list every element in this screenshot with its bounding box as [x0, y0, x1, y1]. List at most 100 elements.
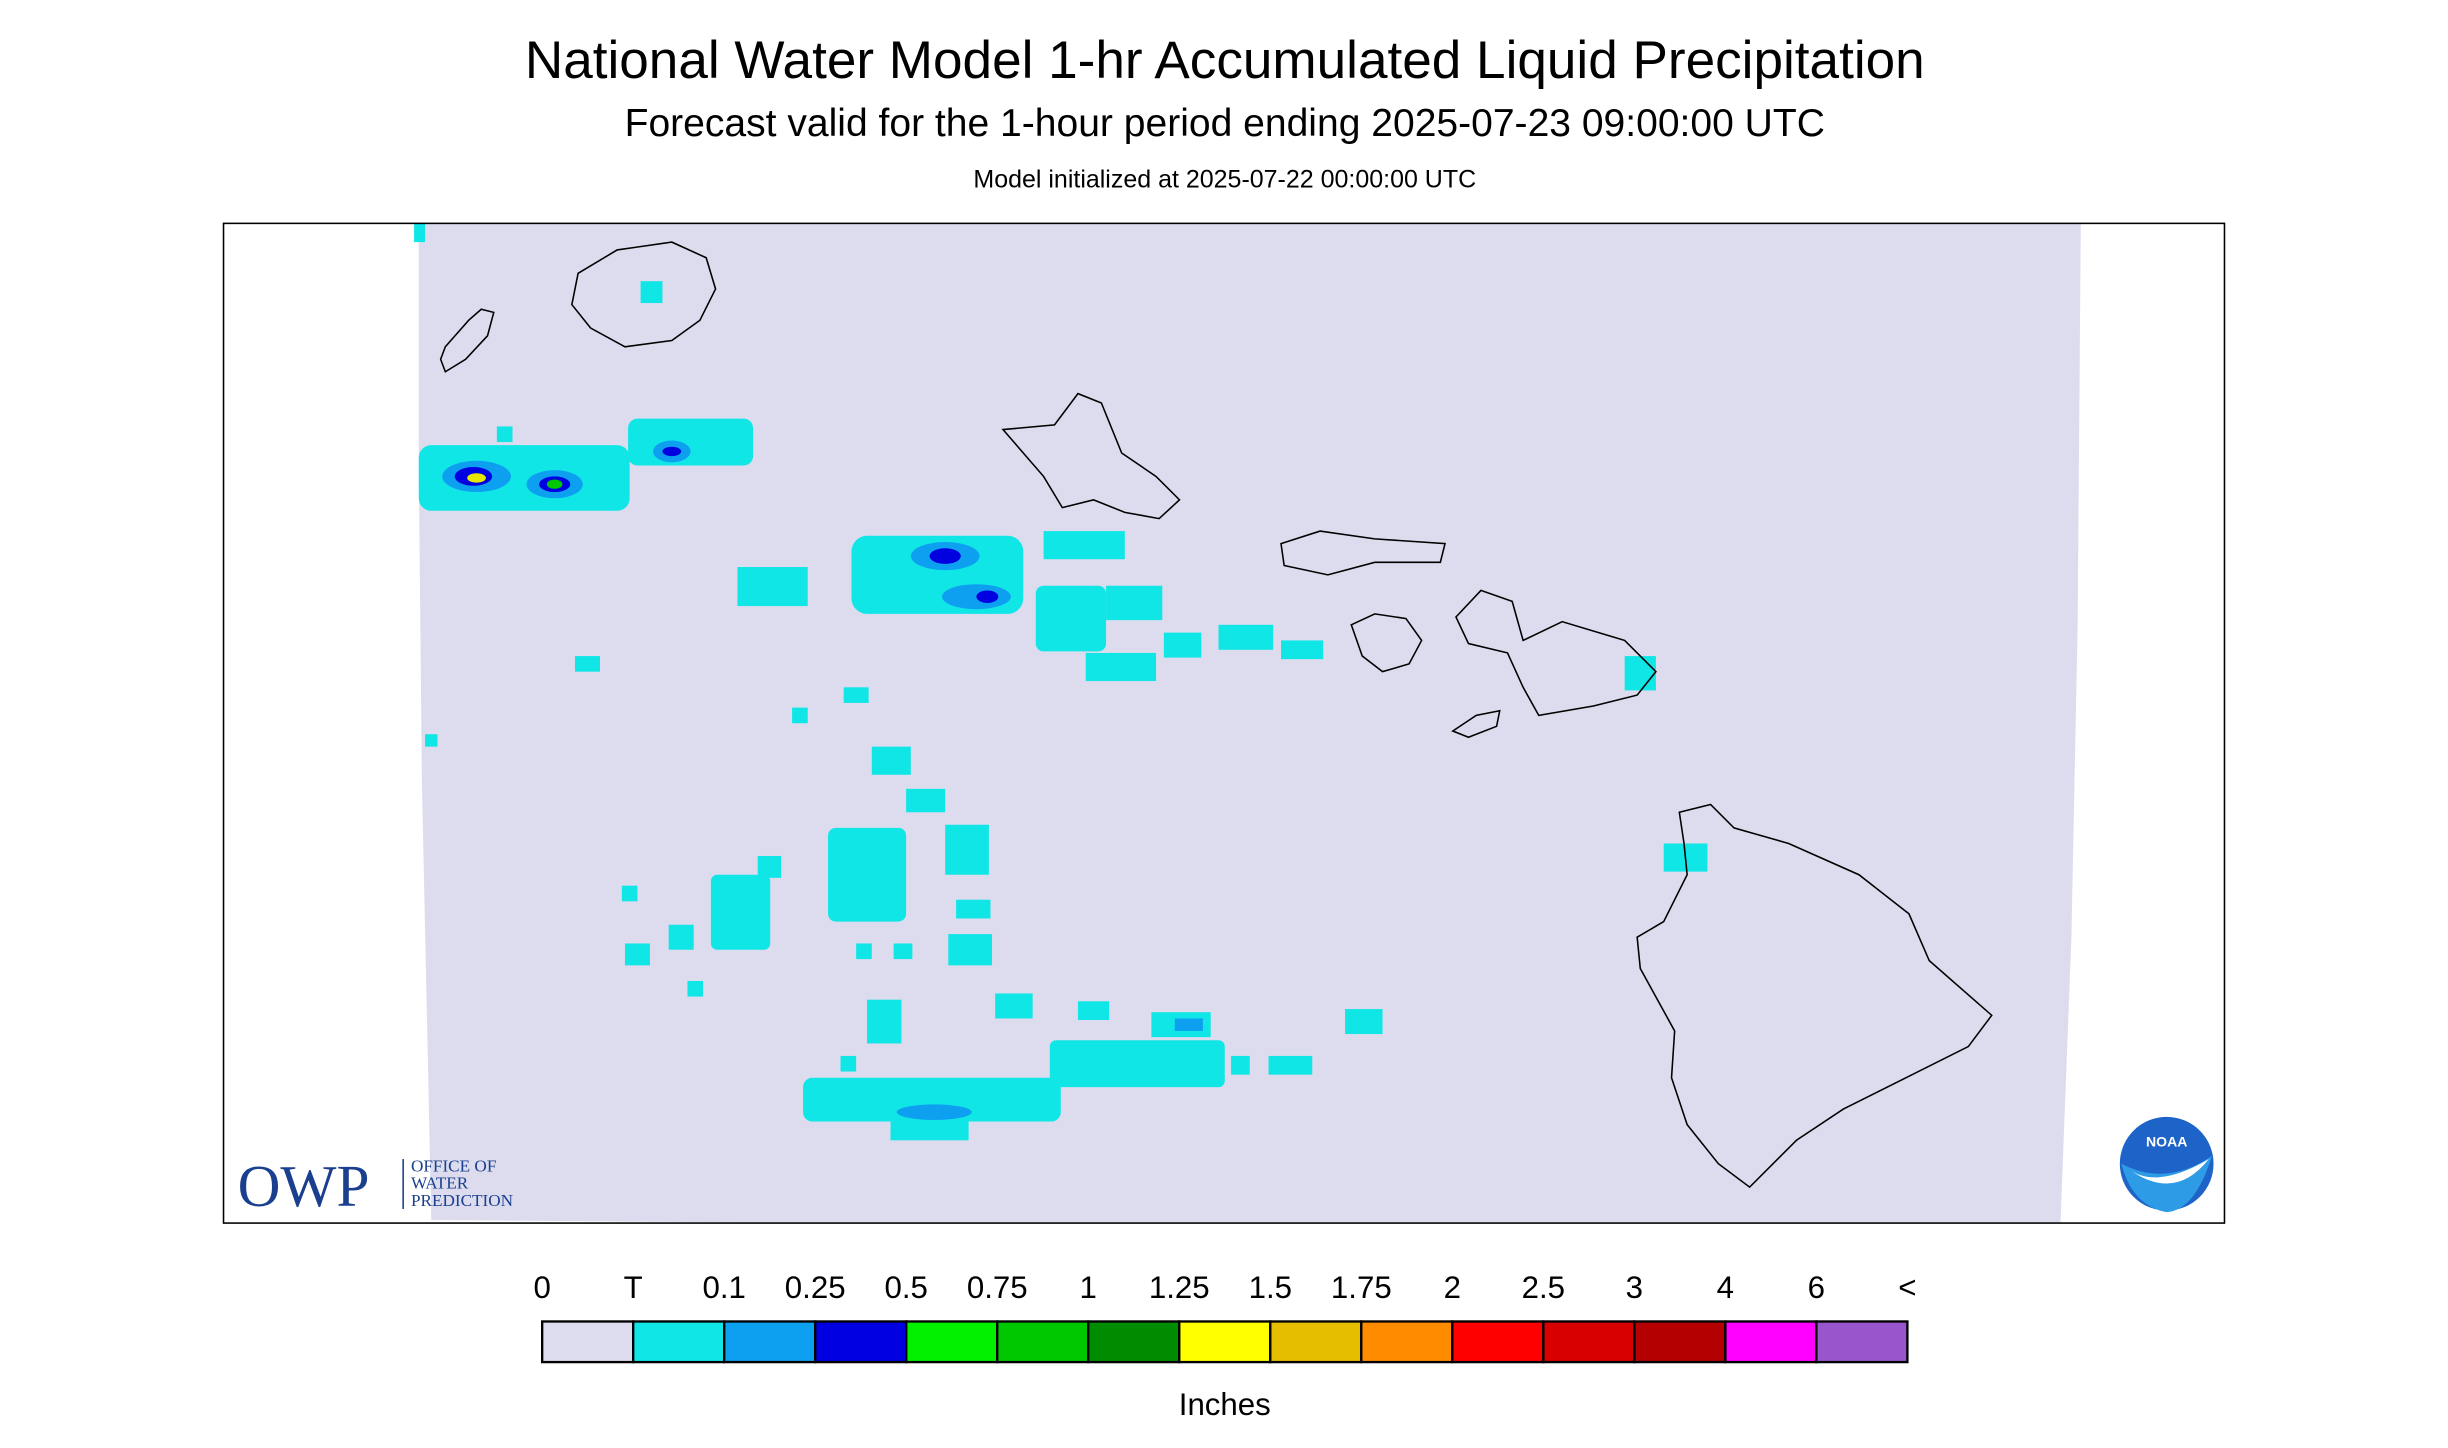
legend-swatch [996, 1320, 1090, 1364]
legend-label: 2 [1444, 1270, 1461, 1305]
island-maui [1455, 589, 1657, 717]
precip [1077, 1001, 1110, 1021]
title: National Water Model 1-hr Accumulated Li… [525, 31, 1925, 90]
precip [467, 473, 486, 483]
legend-label: 0 [533, 1270, 550, 1305]
subtitle: Forecast valid for the 1-hour period end… [625, 102, 1825, 145]
precip [906, 788, 946, 813]
model-domain [418, 223, 2081, 1224]
precip [1231, 1055, 1250, 1075]
legend-label: < [1898, 1270, 1916, 1305]
map: OWP OFFICE OF WATER PREDICTION NOAA [222, 222, 2226, 1224]
precip [945, 824, 989, 875]
precip [867, 999, 902, 1044]
legend-label: 1.75 [1331, 1270, 1392, 1305]
precip-areas [414, 223, 1708, 1141]
legend-label: 0.25 [785, 1270, 846, 1305]
precip [1035, 585, 1107, 652]
legend-swatch [1269, 1320, 1363, 1364]
island-kauai [571, 241, 717, 348]
precip [1085, 652, 1157, 682]
precip [687, 980, 704, 997]
island-hawaii [1636, 803, 1993, 1189]
owp-logo-text: OWP [238, 1153, 370, 1219]
precip [628, 418, 754, 466]
legend-label: 1.25 [1149, 1270, 1210, 1305]
legend-swatch [1542, 1320, 1636, 1364]
map-frame [222, 222, 2226, 1224]
precip [976, 590, 999, 603]
precip [1281, 640, 1324, 660]
precip [856, 943, 872, 960]
init-note: Model initialized at 2025-07-22 00:00:00… [973, 165, 1476, 193]
island-lanai [1350, 613, 1423, 673]
owp-logo-line: WATER [411, 1174, 469, 1193]
precip [956, 899, 991, 919]
island-molokai [1280, 530, 1447, 576]
legend-label: 3 [1626, 1270, 1643, 1305]
legend-label: T [624, 1270, 643, 1305]
precip [496, 426, 513, 443]
precip [668, 924, 694, 950]
legend-swatch [1724, 1320, 1818, 1364]
precip [640, 281, 663, 304]
precip [414, 223, 426, 243]
precip [792, 707, 808, 724]
legend-swatch [632, 1320, 726, 1364]
legend-label: 2.5 [1522, 1270, 1565, 1305]
legend-swatch [1815, 1320, 1909, 1364]
owp-logo-line: PREDICTION [411, 1191, 513, 1210]
precip [840, 1055, 857, 1072]
legend-label: 1 [1080, 1270, 1097, 1305]
precip [1163, 632, 1202, 658]
precip [1049, 1040, 1225, 1088]
precip [1174, 1018, 1203, 1031]
precip [843, 687, 869, 703]
precip [929, 548, 961, 564]
legend-swatch [1087, 1320, 1181, 1364]
legend-label: 6 [1808, 1270, 1825, 1305]
legend-label: 1.5 [1249, 1270, 1292, 1305]
precip [624, 943, 650, 966]
precip [425, 734, 438, 747]
legend-swatch [1360, 1320, 1454, 1364]
precip [662, 446, 682, 457]
precip [1624, 656, 1656, 691]
owp-logo-line: OFFICE OF [411, 1157, 496, 1176]
precip [948, 934, 993, 966]
legend-swatch [541, 1320, 635, 1364]
precip [1106, 585, 1163, 621]
legend-label: 0.75 [967, 1270, 1028, 1305]
precip [1268, 1055, 1313, 1075]
precip [710, 874, 771, 950]
legend-swatch [1633, 1320, 1727, 1364]
precip [896, 1104, 972, 1120]
precip [1218, 624, 1274, 650]
noaa-logo: NOAA [2116, 1113, 2217, 1214]
precip [621, 885, 638, 902]
precip [1345, 1009, 1383, 1035]
island-kahoolawe [1451, 709, 1501, 739]
legend: 0 T 0.1 0.25 0.5 0.75 1 1.25 1.5 1.75 2 2.5 3 4 6 < [533, 1270, 1917, 1364]
precip [546, 479, 563, 489]
precip [737, 567, 808, 607]
legend-label: 0.1 [702, 1270, 745, 1305]
legend-label: 0.5 [885, 1270, 928, 1305]
precip [1043, 531, 1125, 560]
precip [828, 827, 907, 922]
precip [871, 746, 911, 775]
legend-swatch [723, 1320, 817, 1364]
island-oahu [1001, 392, 1181, 520]
precip [574, 656, 600, 672]
owp-logo: OWP OFFICE OF WATER PREDICTION [238, 1153, 513, 1219]
precip [995, 993, 1033, 1019]
legend-unit: Inches [1179, 1387, 1271, 1422]
legend-swatch [814, 1320, 908, 1364]
legend-swatch [905, 1320, 999, 1364]
legend-label: 4 [1717, 1270, 1734, 1305]
noaa-text: NOAA [2146, 1134, 2187, 1150]
precip [757, 855, 782, 878]
precip [803, 1077, 1061, 1122]
legend-swatch [1178, 1320, 1272, 1364]
